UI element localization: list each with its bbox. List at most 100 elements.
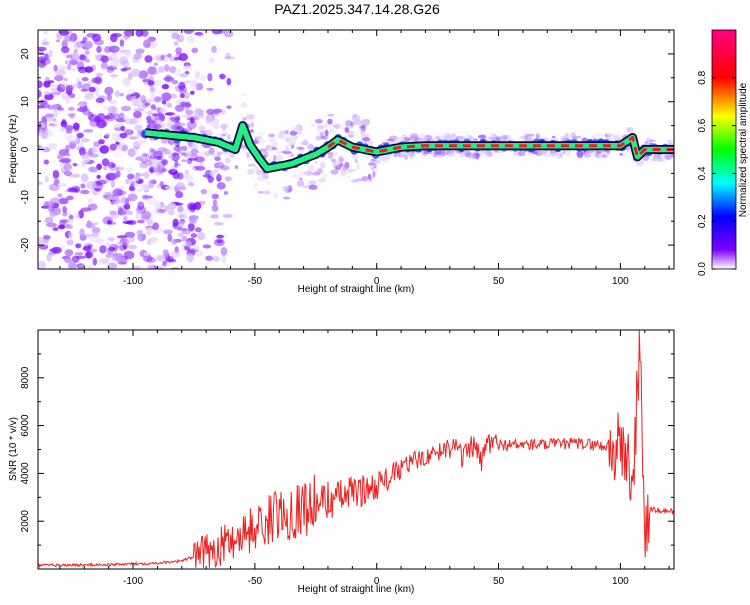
spectrogram-noise-cell — [100, 62, 108, 70]
spectrogram-halo-cell — [327, 118, 333, 125]
snr-panel: -100 -50 0 50 100 2000 4000 6000 8000 Height of … — [8, 329, 675, 595]
spectrogram-noise-cell — [95, 73, 104, 77]
spectrogram-halo-cell — [190, 148, 199, 155]
spectrogram-halo-cell — [311, 171, 321, 176]
spectrogram-halo-cell — [464, 132, 470, 139]
spectrogram-noise-cell — [119, 39, 125, 47]
spectrogram-noise-cell — [104, 86, 114, 95]
spectrogram-halo-cell — [354, 119, 363, 126]
spectrogram-noise-cell — [94, 76, 103, 85]
spectrogram-halo-cell — [221, 123, 226, 132]
spectrogram-halo-cell — [208, 147, 215, 155]
spectrogram-noise-cell — [188, 215, 197, 224]
spectrogram-halo-cell — [179, 122, 186, 127]
spectrogram-noise-cell — [188, 226, 195, 233]
spectrogram-noise-cell — [71, 173, 81, 178]
spectrogram-noise-cell — [147, 36, 158, 42]
spectrogram-halo-cell — [208, 113, 213, 120]
spectrogram-noise-cell — [93, 221, 99, 226]
spectrogram-halo-cell — [369, 140, 374, 148]
spectrogram-noise-cell — [132, 184, 143, 189]
spectrogram-halo-cell — [273, 154, 277, 162]
spectrogram-noise-cell — [180, 103, 192, 108]
spectrogram-noise-cell — [61, 39, 68, 49]
spectrogram-halo-cell — [350, 121, 355, 127]
spectrogram-halo-cell — [277, 132, 286, 139]
top-y-tick-label: -10 — [20, 190, 31, 205]
spectrogram-halo-cell — [332, 161, 341, 167]
spectrogram-halo-cell — [338, 157, 344, 163]
spectrogram-halo-cell — [240, 93, 247, 96]
spectrogram-noise-cell — [67, 135, 79, 144]
spectrogram-noise-cell — [70, 53, 80, 63]
spectrogram-noise-cell — [212, 199, 218, 206]
spectrogram-noise-cell — [188, 249, 197, 254]
spectrogram-noise-cell — [213, 221, 224, 226]
spectrogram-halo-cell — [247, 163, 257, 167]
spectrogram-halo-cell — [210, 122, 214, 127]
spectrogram-halo-cell — [142, 111, 152, 114]
spectrogram-halo-cell — [659, 156, 667, 163]
spectrogram-noise-cell — [38, 131, 45, 137]
spectrogram-noise-cell — [178, 227, 188, 232]
spectrogram-noise-cell — [191, 47, 199, 54]
spectrogram-noise-cell — [123, 250, 135, 260]
spectrogram-halo-cell — [253, 165, 259, 171]
spectrogram-noise-cell — [62, 95, 72, 100]
top-y-tick-label: -20 — [20, 237, 31, 252]
spectrogram-noise-cell — [174, 68, 182, 75]
spectrogram-noise-cell — [143, 252, 149, 257]
spectrogram-halo-cell — [322, 173, 328, 179]
spectrogram-halo-cell — [162, 150, 171, 154]
spectrogram-halo-cell — [628, 127, 633, 135]
colorbar-tick-label: 0.0 — [697, 262, 708, 276]
spectrogram-noise-cell — [194, 156, 205, 163]
spectrogram-halo-cell — [552, 135, 556, 139]
spectrogram-noise-cell — [162, 249, 169, 257]
spectrogram-halo-cell — [175, 154, 180, 161]
spectrogram-halo-cell — [210, 113, 215, 119]
spectrogram-halo-cell — [559, 151, 564, 157]
spectrogram-noise-cell — [145, 227, 154, 232]
spectrogram-noise-cell — [142, 195, 154, 199]
spectrogram-noise-cell — [223, 191, 229, 195]
spectrogram-noise-cell — [148, 119, 155, 127]
spectrogram-halo-cell — [257, 190, 264, 194]
spectrogram-noise-cell — [122, 115, 129, 121]
spectrogram-noise-cell — [90, 113, 95, 118]
spectrogram-noise-cell — [152, 150, 164, 159]
spectrogram-noise-cell — [69, 114, 75, 119]
spectrogram-halo-cell — [302, 185, 308, 188]
spectrogram-noise-cell — [63, 170, 73, 177]
spectrogram-halo-cell — [409, 153, 415, 161]
spectrogram-halo-cell — [316, 125, 325, 130]
top-x-tick-label: 100 — [612, 276, 629, 287]
spectrogram-noise-cell — [135, 211, 140, 220]
spectrogram-halo-cell — [247, 169, 255, 175]
spectrogram-noise-cell — [77, 66, 88, 74]
spectrogram-halo-cell — [199, 161, 204, 166]
spectrogram-halo-cell — [347, 175, 351, 179]
spectrogram-halo-cell — [327, 113, 335, 117]
spectrogram-halo-cell — [275, 154, 284, 162]
spectrogram-noise-cell — [108, 45, 120, 53]
spectrogram-noise-cell — [75, 137, 81, 145]
spectrogram-noise-cell — [117, 261, 127, 265]
spectrogram-halo-cell — [190, 167, 196, 171]
spectrogram-noise-cell — [205, 255, 213, 261]
spectrogram-noise-cell — [43, 200, 50, 209]
spectrogram-noise-cell — [154, 254, 166, 261]
spectrogram-noise-cell — [144, 101, 151, 107]
spectrogram-halo-cell — [296, 146, 305, 150]
spectrogram-noise-cell — [198, 124, 206, 133]
spectrogram-halo-cell — [324, 129, 329, 137]
spectrogram-halo-cell — [373, 163, 377, 169]
colorbar-tick-label: 0.8 — [697, 70, 708, 84]
spectrogram-noise-cell — [115, 118, 126, 123]
spectrogram-halo-cell — [332, 124, 341, 128]
spectrogram-noise-cell — [141, 210, 152, 220]
spectrogram-noise-cell — [58, 224, 66, 230]
spectrogram-noise-cell — [87, 264, 95, 269]
spectrogram-noise-cell — [225, 52, 231, 60]
spectrogram-noise-cell — [80, 153, 90, 159]
